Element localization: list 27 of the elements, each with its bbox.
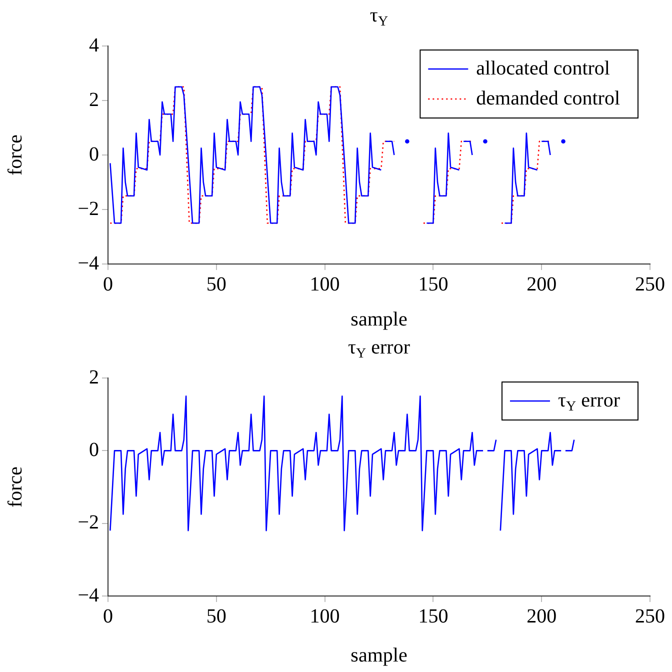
- x-tick-label: 200: [526, 605, 557, 628]
- legend-label: allocated control: [476, 57, 610, 80]
- y-tick-label: 2: [89, 88, 99, 111]
- x-tick-label: 250: [635, 605, 665, 628]
- y-tick-label: 0: [89, 143, 99, 166]
- x-tick-label: 100: [310, 605, 340, 628]
- y-axis-title: force: [4, 466, 26, 508]
- x-axis-title: sample: [350, 308, 408, 330]
- x-tick-label: 0: [103, 605, 113, 628]
- y-axis-title: force: [4, 134, 26, 176]
- y-tick-label: −4: [78, 252, 99, 274]
- legend-label: demanded control: [476, 87, 620, 110]
- x-tick-label: 50: [206, 605, 226, 628]
- x-tick-label: 150: [418, 273, 448, 296]
- x-tick-label: 50: [206, 273, 226, 296]
- y-tick-label: −2: [78, 512, 99, 534]
- y-tick-label: −4: [78, 584, 99, 606]
- x-tick-label: 250: [635, 273, 665, 296]
- x-tick-label: 150: [418, 605, 448, 628]
- y-tick-label: −2: [78, 198, 99, 220]
- y-tick-label: 0: [89, 438, 99, 461]
- x-tick-label: 0: [103, 273, 113, 296]
- y-tick-label: 2: [89, 366, 99, 388]
- y-tick-label: 4: [89, 34, 99, 56]
- x-tick-label: 200: [526, 273, 557, 296]
- x-axis-title: sample: [350, 644, 408, 666]
- x-tick-label: 100: [310, 273, 340, 296]
